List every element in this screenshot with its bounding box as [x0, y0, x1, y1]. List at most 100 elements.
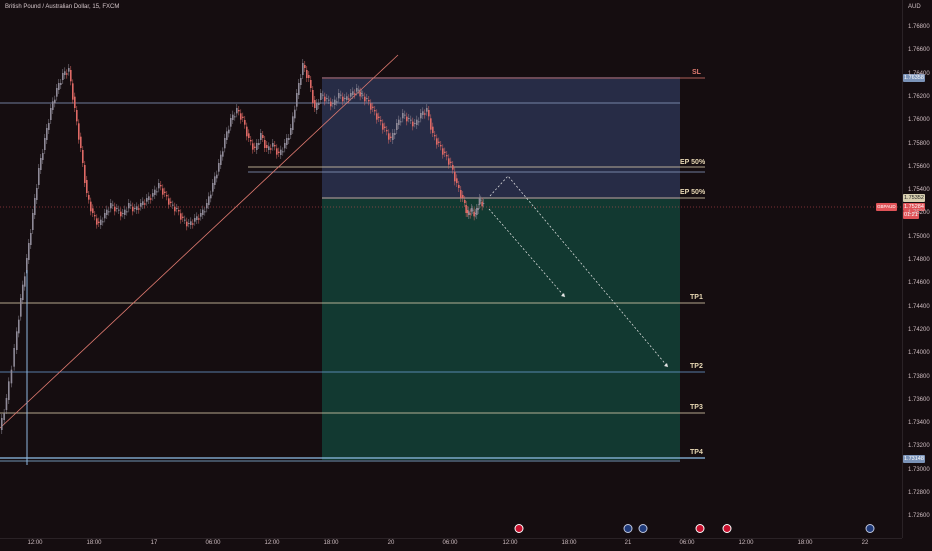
flag-au-icon[interactable]	[638, 524, 648, 533]
candle-body	[160, 185, 162, 187]
candle-body	[154, 189, 156, 195]
flag-uk-icon[interactable]	[514, 524, 524, 533]
candle-body	[112, 204, 114, 206]
take-profit-zone	[322, 199, 680, 460]
candle-body	[26, 258, 28, 274]
sl-price-badge: 1.76358	[903, 74, 925, 82]
candle-body	[174, 206, 176, 212]
candle-body	[240, 113, 242, 120]
time-tick-label: 06:00	[205, 540, 221, 546]
candle-body	[164, 191, 166, 193]
candle-body	[186, 221, 188, 227]
candle-body	[110, 203, 112, 209]
candle-body	[3, 413, 5, 420]
trend-line[interactable]	[0, 54, 399, 429]
candle-body	[84, 165, 86, 183]
candle-body	[62, 73, 64, 80]
price-tick-label: 1.75200	[908, 210, 930, 217]
candle-body	[396, 123, 398, 130]
candle-body	[86, 180, 88, 193]
candle-body	[418, 121, 420, 123]
price-tick-label: 1.73800	[908, 373, 930, 380]
candle-body	[124, 209, 126, 215]
candle-body	[412, 121, 414, 127]
flag-uk-icon[interactable]	[695, 524, 705, 533]
candle-body	[48, 123, 50, 130]
candle-body	[226, 131, 228, 140]
candle-body	[194, 218, 196, 222]
candle-body	[170, 201, 172, 203]
flag-au-icon[interactable]	[623, 524, 633, 533]
flag-au-icon[interactable]	[865, 524, 875, 533]
candle-body	[122, 213, 124, 214]
candle-body	[136, 206, 138, 210]
price-tick-label: 1.74200	[908, 326, 930, 333]
candle-body	[464, 200, 466, 203]
candle-body	[104, 213, 106, 219]
candle-body	[246, 126, 248, 137]
candle-body	[470, 208, 473, 212]
candle-body	[292, 116, 294, 130]
candle-body	[290, 128, 292, 135]
currency-label: AUD	[908, 4, 921, 10]
tp4-label: TP4	[690, 449, 703, 456]
projection-arrow-2	[664, 363, 668, 367]
price-axis[interactable]: AUD	[902, 0, 932, 538]
candle-body	[60, 83, 62, 85]
candle-body	[268, 146, 270, 150]
candle-body	[392, 133, 394, 140]
candle-body	[28, 243, 30, 260]
candle-body	[212, 183, 214, 192]
price-tick-label: 1.74600	[908, 280, 930, 287]
candle-body	[416, 119, 418, 125]
candle-body	[348, 98, 350, 100]
price-tick-label: 1.76600	[908, 47, 930, 54]
time-tick-label: 18:00	[86, 540, 102, 546]
candle-body	[358, 89, 360, 91]
candle-body	[230, 118, 232, 127]
candle-body	[434, 135, 436, 137]
candle-body	[364, 96, 366, 102]
candle-body	[232, 114, 234, 120]
candle-body	[458, 185, 460, 188]
flag-uk-icon[interactable]	[722, 524, 732, 533]
candle-body	[13, 348, 15, 367]
candle-body	[282, 151, 284, 153]
candle-body	[24, 276, 26, 287]
candle-body	[388, 133, 390, 140]
candle-body	[210, 194, 212, 199]
candle-body	[98, 221, 100, 223]
tp1-label: TP1	[690, 294, 703, 301]
candle-body	[142, 201, 144, 205]
candle-body	[298, 83, 300, 95]
candle-body	[258, 143, 260, 145]
candle-body	[56, 88, 58, 97]
time-tick-label: 21	[624, 540, 632, 546]
time-axis[interactable]: 12:00 18:00 17 06:00 12:00 18:00 20 06:00 12:00 1…	[0, 538, 902, 551]
candle-body	[276, 148, 278, 155]
symbol-title[interactable]: British Pound / Australian Dollar, 15, F…	[5, 4, 120, 10]
candle-body	[256, 143, 258, 150]
candle-body	[318, 103, 320, 105]
candle-body	[216, 174, 218, 179]
candle-body	[448, 158, 450, 165]
candle-body	[302, 63, 304, 75]
candle-body	[450, 161, 452, 163]
candle-body	[80, 136, 82, 148]
candle-body	[184, 219, 186, 221]
candle-body	[326, 98, 328, 99]
candle-body	[260, 133, 262, 140]
candle-body	[288, 138, 290, 140]
candle-body	[262, 135, 264, 138]
candle-body	[90, 201, 92, 212]
candle-body	[32, 213, 34, 230]
price-tick-label: 1.73000	[908, 466, 930, 473]
candle-body	[386, 130, 388, 132]
candle-body	[36, 188, 38, 200]
price-chart[interactable]	[0, 0, 902, 538]
candle-body	[274, 145, 276, 147]
candle-body	[10, 369, 13, 384]
candle-body	[480, 199, 482, 201]
candle-body	[108, 211, 110, 213]
